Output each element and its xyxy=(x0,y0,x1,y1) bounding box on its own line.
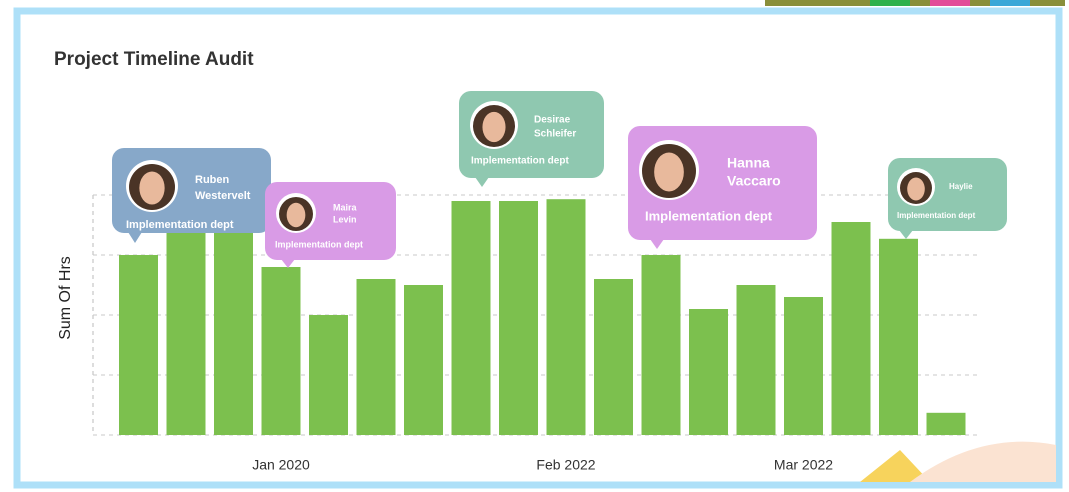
x-tick-label: Mar 2022 xyxy=(774,457,833,473)
avatar-face xyxy=(287,203,306,227)
callout: Maira Levin Implementation dept xyxy=(265,182,396,268)
x-tick-label: Feb 2022 xyxy=(536,457,595,473)
bar xyxy=(832,222,871,435)
bar xyxy=(737,285,776,435)
top-strip xyxy=(765,0,1065,6)
bar xyxy=(167,225,206,435)
callout-dept: Implementation dept xyxy=(897,211,976,220)
callout-name: Hanna xyxy=(727,155,770,171)
callout: Hanna Vaccaro Implementation dept xyxy=(628,126,817,249)
callout-name: Ruben xyxy=(195,174,230,186)
bar xyxy=(119,255,158,435)
bar xyxy=(594,279,633,435)
bar xyxy=(452,201,491,435)
bar xyxy=(927,413,966,435)
avatar-face xyxy=(482,112,505,142)
bar xyxy=(547,199,586,435)
callout-dept: Implementation dept xyxy=(645,208,773,223)
bar xyxy=(642,255,681,435)
avatar-face xyxy=(654,153,684,192)
bar xyxy=(404,285,443,435)
callout-name: Maira xyxy=(333,202,358,212)
y-axis-label: Sum Of Hrs xyxy=(57,256,74,340)
avatar-face xyxy=(139,171,164,204)
callout: Desirae Schleifer Implementation dept xyxy=(459,91,604,187)
callout-name: Schleifer xyxy=(534,129,576,140)
callout-name: Vaccaro xyxy=(727,173,781,189)
callout: Haylie Implementation dept xyxy=(888,158,1007,239)
callout-dept: Implementation dept xyxy=(126,219,234,231)
bar xyxy=(499,201,538,435)
callout-name: Levin xyxy=(333,214,357,224)
avatar-face xyxy=(907,177,925,200)
callout: Ruben Westervelt Implementation dept xyxy=(112,148,271,243)
callout-name: Westervelt xyxy=(195,190,251,202)
callout-name: Desirae xyxy=(534,115,571,126)
x-tick-label: Jan 2020 xyxy=(252,457,310,473)
bar xyxy=(689,309,728,435)
callout-dept: Implementation dept xyxy=(275,239,363,249)
chart-title: Project Timeline Audit xyxy=(54,49,254,70)
bar xyxy=(784,297,823,435)
bar xyxy=(879,239,918,435)
bar xyxy=(262,267,301,435)
bar xyxy=(214,225,253,435)
bar xyxy=(357,279,396,435)
chart: Project Timeline Audit Sum Of Hrs Jan 20… xyxy=(0,0,1069,492)
bar xyxy=(309,315,348,435)
callout-name: Haylie xyxy=(949,182,973,191)
callout-dept: Implementation dept xyxy=(471,156,569,167)
